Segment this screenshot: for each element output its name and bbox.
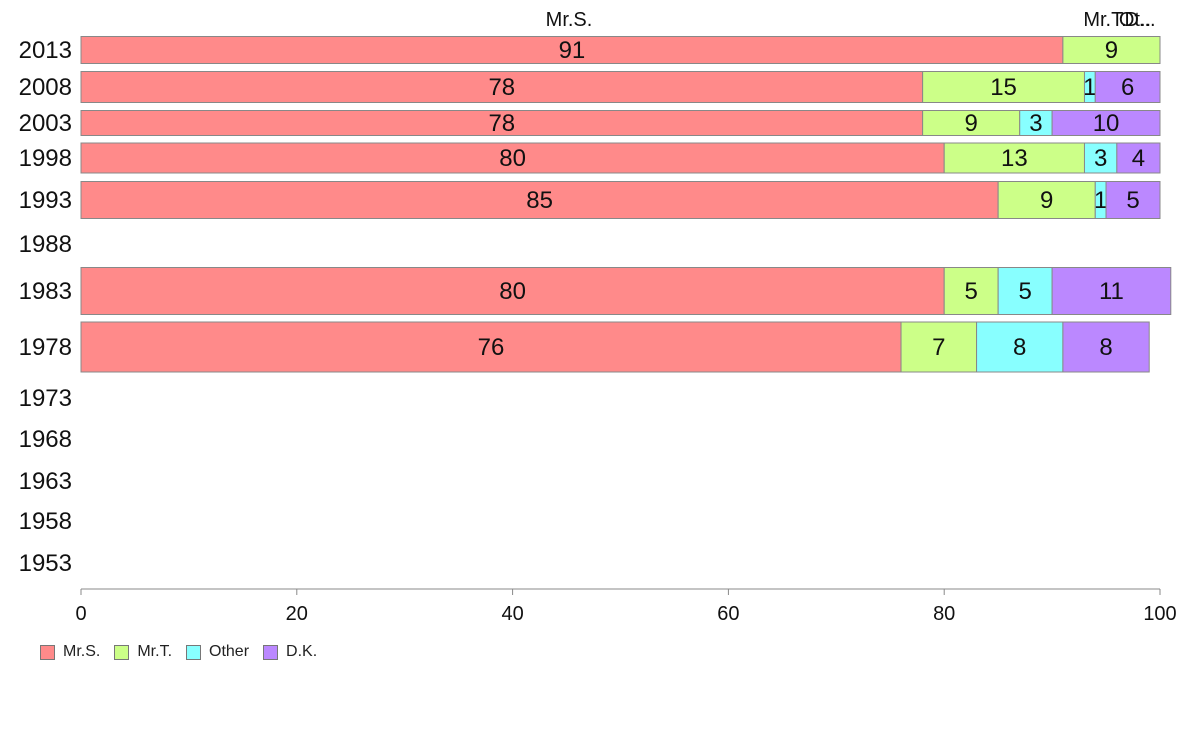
bar-segment xyxy=(1105,181,1161,219)
segment-value-label: 80 xyxy=(499,145,526,172)
segment-value-label: 1 xyxy=(1094,187,1107,214)
segment-value-label: 11 xyxy=(1099,278,1124,305)
bar-segment xyxy=(900,321,978,373)
segment-value-label: 5 xyxy=(964,278,977,305)
top-series-label: Mr.T. xyxy=(1083,9,1126,31)
legend-item-mr-t: Mr.T. xyxy=(114,643,172,661)
segment-value-label: 76 xyxy=(478,334,505,361)
segment-value-label: 8 xyxy=(1099,334,1112,361)
segment-value-label: 80 xyxy=(499,278,526,305)
x-tick-label: 40 xyxy=(501,603,523,625)
x-tick-label: 60 xyxy=(717,603,739,625)
segment-value-label: 78 xyxy=(488,110,515,137)
segment-value-label: 5 xyxy=(1126,187,1139,214)
bar-segment xyxy=(922,71,1085,103)
legend-item-other: Other xyxy=(186,643,249,661)
bar-segment xyxy=(1094,71,1161,103)
legend-item-mr-s: Mr.S. xyxy=(40,643,100,661)
top-series-label: Mr.S. xyxy=(546,9,593,31)
x-tick-label: 0 xyxy=(75,603,86,625)
year-label: 1958 xyxy=(19,508,72,535)
segment-value-label: 9 xyxy=(1105,37,1118,64)
bar-segment xyxy=(1062,321,1150,373)
bar-segment xyxy=(80,267,945,315)
year-label: 1968 xyxy=(19,426,72,453)
segment-value-label: 15 xyxy=(990,74,1017,101)
segment-value-label: 78 xyxy=(488,74,515,101)
year-label: 2008 xyxy=(19,74,72,101)
legend-label: Mr.S. xyxy=(63,643,101,660)
year-label: 1988 xyxy=(19,231,72,258)
segment-value-label: 85 xyxy=(526,187,553,214)
segment-value-label: 3 xyxy=(1029,110,1042,137)
bar-segment xyxy=(997,267,1053,315)
segment-value-label: 9 xyxy=(964,110,977,137)
legend-label: D.K. xyxy=(286,643,318,660)
year-label: 1953 xyxy=(19,550,72,577)
legend: Mr.S. Mr.T. Other D.K. xyxy=(40,643,317,661)
legend-label: Other xyxy=(209,643,250,660)
segment-value-label: 7 xyxy=(932,334,945,361)
legend-item-dk: D.K. xyxy=(263,643,317,661)
year-label: 1998 xyxy=(19,145,72,172)
bar-segment xyxy=(1116,142,1161,174)
legend-swatch xyxy=(186,644,202,660)
top-series-label: D... xyxy=(1124,9,1155,31)
segment-value-label: 13 xyxy=(1001,145,1028,172)
year-label: 1973 xyxy=(19,385,72,412)
bar-segment xyxy=(80,321,902,373)
bar-segment xyxy=(1051,267,1172,315)
legend-swatch xyxy=(263,644,279,660)
legend-swatch xyxy=(40,644,55,660)
bar-segment xyxy=(922,110,1021,136)
segment-value-label: 6 xyxy=(1121,74,1134,101)
segment-value-label: 4 xyxy=(1132,145,1145,172)
bar-segment xyxy=(943,267,999,315)
x-tick-label: 100 xyxy=(1143,603,1176,625)
year-label: 1963 xyxy=(19,468,72,495)
legend-swatch xyxy=(114,644,130,660)
x-tick-label: 80 xyxy=(933,603,955,625)
bar-segment xyxy=(80,71,924,103)
legend-label: Mr.T. xyxy=(137,643,173,660)
bar-segment xyxy=(80,36,1064,64)
bar-segment xyxy=(943,142,1085,174)
segment-value-label: 1 xyxy=(1083,74,1096,101)
bar-segment xyxy=(1051,110,1161,136)
segment-value-label: 5 xyxy=(1018,278,1031,305)
segment-value-label: 3 xyxy=(1094,145,1107,172)
x-tick-label: 20 xyxy=(286,603,308,625)
segment-value-label: 8 xyxy=(1013,334,1026,361)
bar-segment xyxy=(1062,36,1161,64)
segment-value-label: 10 xyxy=(1093,110,1120,137)
bar-segment xyxy=(997,181,1096,219)
year-label: 2013 xyxy=(19,37,72,64)
segment-value-label: 9 xyxy=(1040,187,1053,214)
year-label: 1993 xyxy=(19,187,72,214)
top-series-label: Ot.. xyxy=(1119,9,1151,31)
year-label: 2003 xyxy=(19,110,72,137)
bar-segment xyxy=(976,321,1064,373)
segment-value-label: 91 xyxy=(559,37,586,64)
year-label: 1983 xyxy=(19,278,72,305)
year-label: 1978 xyxy=(19,334,72,361)
